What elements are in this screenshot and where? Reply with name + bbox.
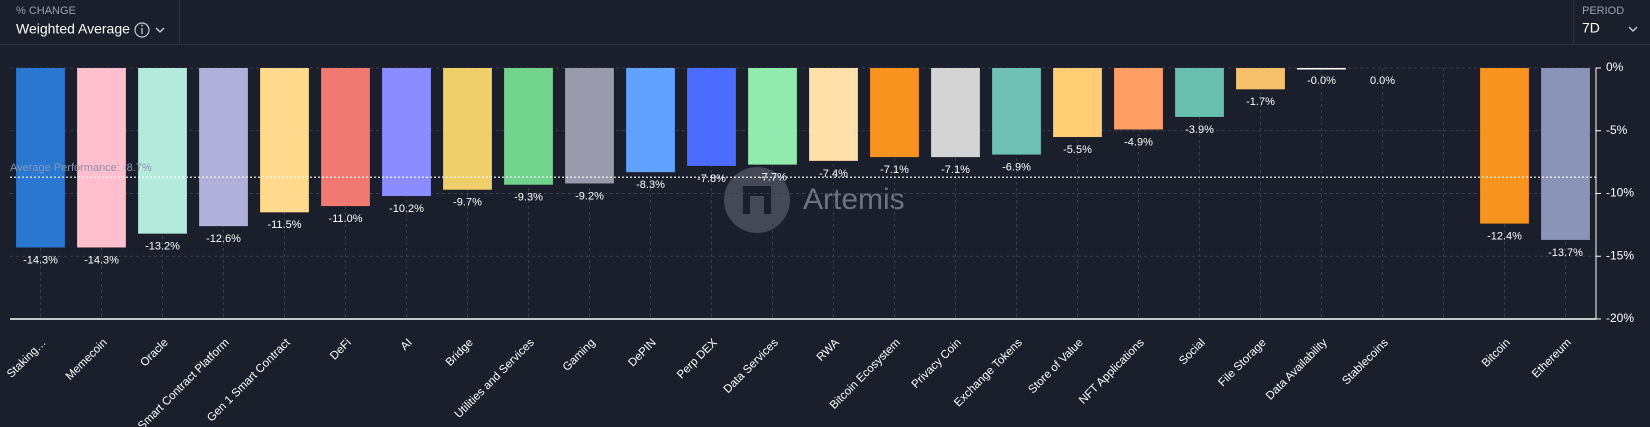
watermark: Artemis	[803, 183, 905, 216]
value-label: -4.9%	[1124, 136, 1153, 148]
bar	[443, 68, 492, 190]
value-label: -7.4%	[819, 168, 848, 180]
value-label: -1.7%	[1246, 96, 1275, 108]
value-label: -14.3%	[23, 254, 58, 266]
bar	[382, 68, 431, 197]
value-label: -7.1%	[941, 164, 970, 176]
average-label: Average Performance: -8.7%	[10, 162, 152, 174]
bar	[1236, 68, 1285, 90]
bar	[199, 68, 248, 227]
value-label: -12.4%	[1487, 231, 1522, 243]
info-icon[interactable]	[134, 22, 150, 38]
bar	[1480, 68, 1529, 224]
value-label: -6.9%	[1002, 162, 1031, 174]
bar	[1541, 68, 1590, 240]
metric-selector[interactable]: Weighted Average	[16, 21, 130, 37]
value-label: -11.0%	[328, 213, 362, 225]
bar	[1297, 68, 1346, 70]
value-label: -12.6%	[206, 233, 241, 245]
bar	[16, 68, 65, 248]
bar	[687, 68, 736, 166]
value-label: -9.2%	[575, 190, 604, 202]
value-label: -10.2%	[389, 203, 424, 215]
dropdown-chevron[interactable]	[1628, 26, 1638, 32]
value-label: -7.8%	[697, 173, 726, 185]
bar	[992, 68, 1041, 155]
y-tick-label: -10%	[1606, 186, 1634, 200]
bar	[260, 68, 309, 213]
value-label: -9.7%	[453, 197, 482, 209]
value-label: -5.5%	[1063, 144, 1092, 156]
value-label: -9.3%	[514, 192, 543, 204]
bar	[1053, 68, 1102, 138]
bar	[1175, 68, 1224, 117]
bar	[321, 68, 370, 207]
bar	[1114, 68, 1163, 130]
value-label: -7.1%	[880, 164, 909, 176]
watermark-logo	[724, 167, 790, 233]
bar	[931, 68, 980, 158]
bar	[809, 68, 858, 161]
bar	[138, 68, 187, 234]
period-selector[interactable]: 7D	[1582, 20, 1600, 36]
value-label: -8.3%	[636, 179, 665, 191]
bar	[77, 68, 126, 248]
value-label: -3.9%	[1185, 124, 1214, 136]
y-tick-label: -20%	[1606, 311, 1634, 325]
value-label: -0.0%	[1307, 75, 1336, 87]
bar	[565, 68, 614, 184]
period-caption: PERIOD	[1582, 5, 1624, 17]
value-label: -11.5%	[267, 219, 301, 231]
bar	[626, 68, 675, 173]
y-tick-label: -15%	[1606, 248, 1634, 262]
metric-caption: % CHANGE	[16, 5, 76, 17]
dropdown-chevron[interactable]	[155, 27, 165, 33]
bar	[870, 68, 919, 158]
y-tick-label: 0%	[1606, 60, 1624, 74]
value-label: -13.2%	[145, 241, 180, 253]
bar	[748, 68, 797, 165]
value-label: -13.7%	[1548, 247, 1583, 259]
value-label: -7.7%	[758, 172, 787, 184]
value-label: -14.3%	[84, 254, 119, 266]
value-label: 0.0%	[1370, 75, 1395, 87]
bar	[504, 68, 553, 185]
y-tick-label: -5%	[1606, 123, 1628, 137]
